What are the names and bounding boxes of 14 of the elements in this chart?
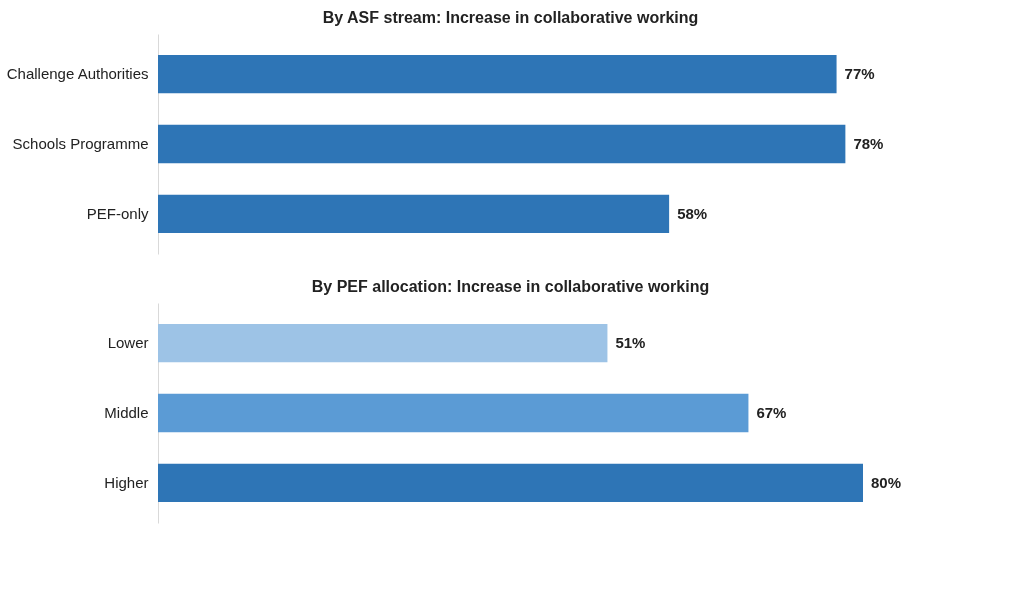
y-tick-label: PEF-only bbox=[86, 204, 149, 222]
data-label: 77% bbox=[844, 65, 875, 83]
y-tick-label: Higher bbox=[104, 473, 149, 491]
data-label: 67% bbox=[756, 404, 787, 421]
data-label: 58% bbox=[677, 204, 708, 222]
chart-title: By ASF stream: Increase in collaborative working bbox=[322, 9, 699, 26]
data-label: 51% bbox=[615, 334, 646, 352]
y-tick-label: Challenge Authorities bbox=[6, 65, 149, 83]
data-label: 80% bbox=[871, 473, 902, 491]
y-tick-label: Middle bbox=[104, 404, 149, 421]
y-tick-label: Lower bbox=[107, 334, 149, 352]
y-tick-label: Schools Programme bbox=[12, 135, 149, 152]
chart-title: By PEF allocation: Increase in collaborative working bbox=[311, 278, 710, 295]
data-label: 78% bbox=[853, 135, 884, 152]
